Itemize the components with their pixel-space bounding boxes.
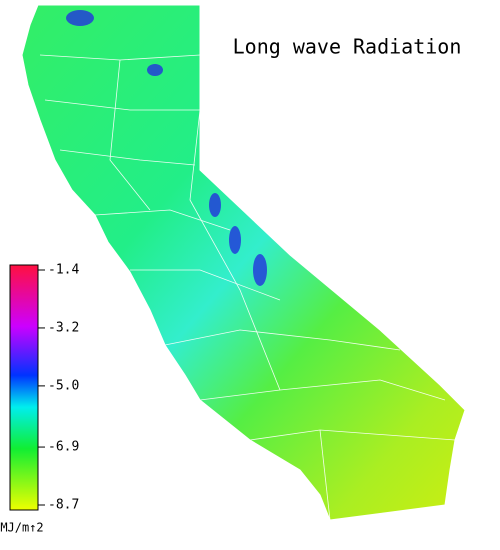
- high-elevation: [66, 10, 267, 286]
- colorbar-tick-label: -8.7: [48, 498, 79, 513]
- colorbar-tick-label: -3.2: [48, 320, 79, 335]
- colorbar-gradient: [9, 264, 39, 511]
- state-shape: [21, 4, 466, 521]
- colorbar-tick-label: -6.9: [48, 440, 79, 455]
- map-title: Long wave Radiation: [233, 35, 462, 59]
- colorbar-unit: MJ/m↑2: [0, 521, 43, 535]
- colorbar-tick-label: -1.4: [48, 263, 79, 278]
- county-lines: [39, 54, 456, 521]
- colorbar-tick-label: -5.0: [48, 378, 79, 393]
- colorbar: -1.4 -3.2 -5.0 -6.9 -8.7: [9, 263, 79, 513]
- california-map: [21, 4, 466, 521]
